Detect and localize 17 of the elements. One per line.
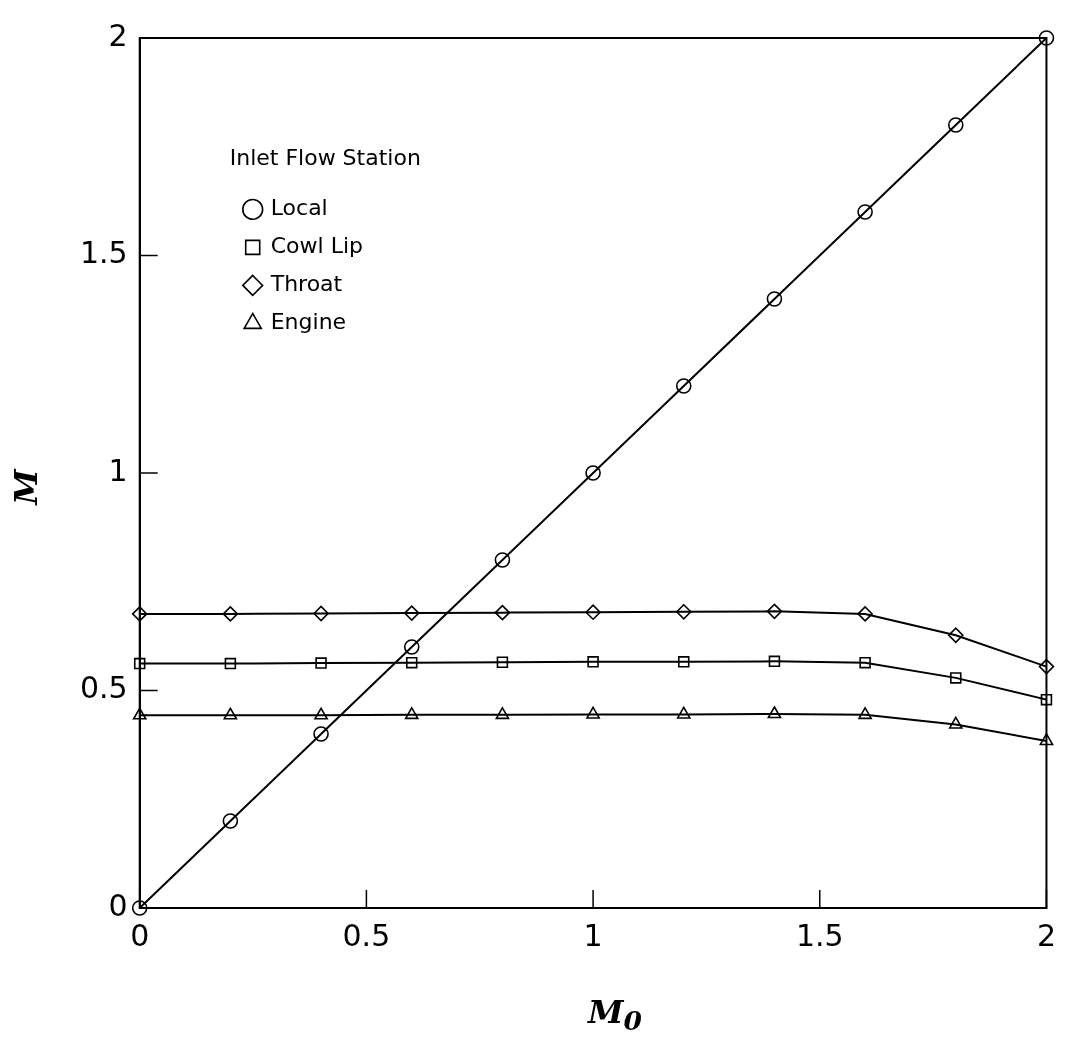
- y-tick-label: 1: [108, 452, 128, 488]
- legend-label: Engine: [270, 309, 347, 335]
- x-axis-title: M$_{0}$: [588, 993, 642, 1037]
- legend-title: Inlet Flow Station: [229, 144, 421, 170]
- x-tick-label: 1.5: [795, 917, 844, 953]
- legend-label: Cowl Lip: [270, 233, 363, 259]
- y-tick-label: 2: [108, 17, 128, 53]
- y-axis-title: M: [6, 469, 45, 505]
- x-tick-label: 2: [1036, 917, 1056, 953]
- y-tick-label: 0.5: [79, 670, 128, 706]
- y-tick-label: 0: [108, 887, 128, 923]
- y-tick-label: 1.5: [79, 235, 128, 271]
- x-tick-label: 1: [583, 917, 603, 953]
- x-tick-label: 0: [130, 917, 150, 953]
- x-tick-label: 0.5: [342, 917, 391, 953]
- legend-label: Local: [270, 195, 328, 221]
- legend-label: Throat: [269, 271, 343, 297]
